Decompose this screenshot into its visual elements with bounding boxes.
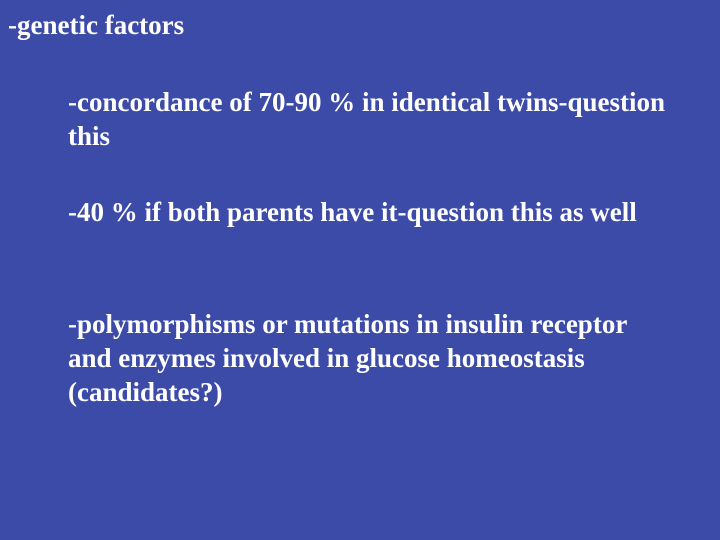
bullet-3: -polymorphisms or mutations in insulin r… — [68, 308, 628, 409]
bullet-2: -40 % if both parents have it-question t… — [68, 196, 668, 230]
bullet-1: -concordance of 70-90 % in identical twi… — [68, 86, 668, 154]
slide-heading: -genetic factors — [8, 10, 184, 41]
slide: -genetic factors -concordance of 70-90 %… — [0, 0, 720, 540]
